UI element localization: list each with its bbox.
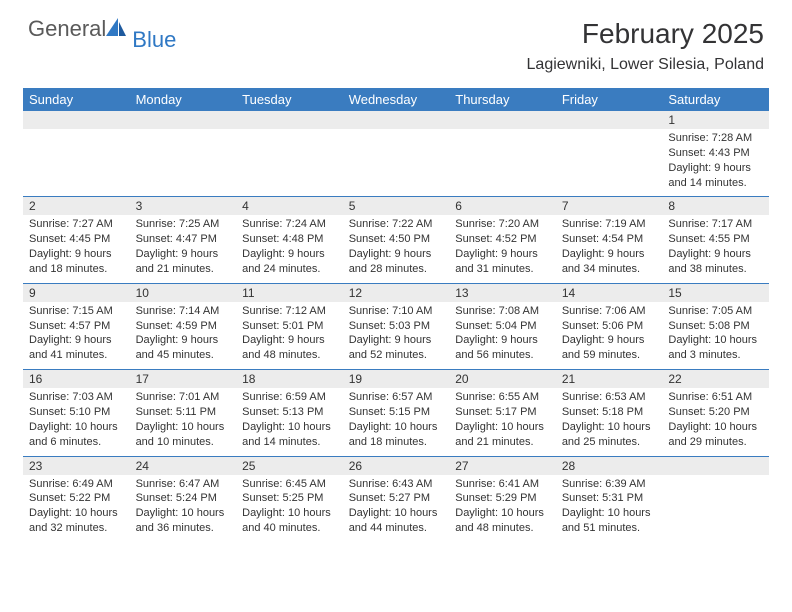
day-number: 26 bbox=[343, 456, 450, 475]
logo: General Blue bbox=[28, 18, 178, 40]
logo-sail-icon bbox=[104, 16, 128, 38]
week-nums: 16 17 18 19 20 21 22 bbox=[23, 370, 769, 389]
day-number: 7 bbox=[556, 197, 663, 216]
day-cell: Sunrise: 6:43 AMSunset: 5:27 PMDaylight:… bbox=[343, 475, 450, 542]
day-number bbox=[130, 111, 237, 129]
day-cell bbox=[236, 129, 343, 197]
day-cell: Sunrise: 7:14 AMSunset: 4:59 PMDaylight:… bbox=[130, 302, 237, 370]
day-header: Saturday bbox=[662, 88, 769, 111]
day-cell: Sunrise: 7:20 AMSunset: 4:52 PMDaylight:… bbox=[449, 215, 556, 283]
day-cell: Sunrise: 6:53 AMSunset: 5:18 PMDaylight:… bbox=[556, 388, 663, 456]
week-nums: 23 24 25 26 27 28 bbox=[23, 456, 769, 475]
day-header: Tuesday bbox=[236, 88, 343, 111]
day-cell bbox=[662, 475, 769, 542]
day-number: 1 bbox=[662, 111, 769, 129]
day-number: 8 bbox=[662, 197, 769, 216]
day-number: 3 bbox=[130, 197, 237, 216]
day-cell: Sunrise: 6:45 AMSunset: 5:25 PMDaylight:… bbox=[236, 475, 343, 542]
day-cell: Sunrise: 7:01 AMSunset: 5:11 PMDaylight:… bbox=[130, 388, 237, 456]
week-cells: Sunrise: 7:27 AMSunset: 4:45 PMDaylight:… bbox=[23, 215, 769, 283]
day-cell: Sunrise: 7:08 AMSunset: 5:04 PMDaylight:… bbox=[449, 302, 556, 370]
day-header: Sunday bbox=[23, 88, 130, 111]
day-cell: Sunrise: 6:49 AMSunset: 5:22 PMDaylight:… bbox=[23, 475, 130, 542]
week-cells: Sunrise: 6:49 AMSunset: 5:22 PMDaylight:… bbox=[23, 475, 769, 542]
day-number: 14 bbox=[556, 283, 663, 302]
day-number: 27 bbox=[449, 456, 556, 475]
day-number bbox=[23, 111, 130, 129]
day-number: 23 bbox=[23, 456, 130, 475]
day-cell: Sunrise: 7:03 AMSunset: 5:10 PMDaylight:… bbox=[23, 388, 130, 456]
day-header: Monday bbox=[130, 88, 237, 111]
day-cell: Sunrise: 7:24 AMSunset: 4:48 PMDaylight:… bbox=[236, 215, 343, 283]
day-number: 28 bbox=[556, 456, 663, 475]
day-number: 2 bbox=[23, 197, 130, 216]
day-number: 16 bbox=[23, 370, 130, 389]
day-number bbox=[662, 456, 769, 475]
header: General Blue February 2025 Lagiewniki, L… bbox=[0, 0, 792, 82]
day-cell: Sunrise: 6:47 AMSunset: 5:24 PMDaylight:… bbox=[130, 475, 237, 542]
day-number: 15 bbox=[662, 283, 769, 302]
day-cell bbox=[23, 129, 130, 197]
day-cell: Sunrise: 7:25 AMSunset: 4:47 PMDaylight:… bbox=[130, 215, 237, 283]
week-nums: 9 10 11 12 13 14 15 bbox=[23, 283, 769, 302]
day-number: 21 bbox=[556, 370, 663, 389]
day-number bbox=[236, 111, 343, 129]
day-header: Wednesday bbox=[343, 88, 450, 111]
day-cell: Sunrise: 7:27 AMSunset: 4:45 PMDaylight:… bbox=[23, 215, 130, 283]
day-cell: Sunrise: 6:41 AMSunset: 5:29 PMDaylight:… bbox=[449, 475, 556, 542]
day-number: 11 bbox=[236, 283, 343, 302]
day-cell: Sunrise: 6:57 AMSunset: 5:15 PMDaylight:… bbox=[343, 388, 450, 456]
week-nums: 2 3 4 5 6 7 8 bbox=[23, 197, 769, 216]
day-number: 6 bbox=[449, 197, 556, 216]
day-cell: Sunrise: 7:06 AMSunset: 5:06 PMDaylight:… bbox=[556, 302, 663, 370]
day-number bbox=[449, 111, 556, 129]
day-header: Thursday bbox=[449, 88, 556, 111]
day-cell: Sunrise: 7:22 AMSunset: 4:50 PMDaylight:… bbox=[343, 215, 450, 283]
day-cell bbox=[130, 129, 237, 197]
day-cell: Sunrise: 6:39 AMSunset: 5:31 PMDaylight:… bbox=[556, 475, 663, 542]
day-cell: Sunrise: 6:55 AMSunset: 5:17 PMDaylight:… bbox=[449, 388, 556, 456]
day-number: 20 bbox=[449, 370, 556, 389]
day-number: 22 bbox=[662, 370, 769, 389]
day-number: 19 bbox=[343, 370, 450, 389]
location-subtitle: Lagiewniki, Lower Silesia, Poland bbox=[527, 56, 764, 74]
week-cells: Sunrise: 7:28 AMSunset: 4:43 PMDaylight:… bbox=[23, 129, 769, 197]
day-number: 4 bbox=[236, 197, 343, 216]
page-title: February 2025 bbox=[527, 18, 764, 50]
logo-text-blue: Blue bbox=[132, 29, 176, 51]
day-header: Friday bbox=[556, 88, 663, 111]
day-cell: Sunrise: 6:59 AMSunset: 5:13 PMDaylight:… bbox=[236, 388, 343, 456]
day-number: 10 bbox=[130, 283, 237, 302]
week-nums: 1 bbox=[23, 111, 769, 129]
title-area: February 2025 Lagiewniki, Lower Silesia,… bbox=[527, 18, 764, 74]
calendar-table: Sunday Monday Tuesday Wednesday Thursday… bbox=[23, 88, 769, 542]
day-cell: Sunrise: 7:05 AMSunset: 5:08 PMDaylight:… bbox=[662, 302, 769, 370]
week-cells: Sunrise: 7:03 AMSunset: 5:10 PMDaylight:… bbox=[23, 388, 769, 456]
day-cell: Sunrise: 7:17 AMSunset: 4:55 PMDaylight:… bbox=[662, 215, 769, 283]
day-number: 5 bbox=[343, 197, 450, 216]
day-number: 24 bbox=[130, 456, 237, 475]
day-cell: Sunrise: 7:19 AMSunset: 4:54 PMDaylight:… bbox=[556, 215, 663, 283]
day-number bbox=[556, 111, 663, 129]
day-number: 17 bbox=[130, 370, 237, 389]
day-cell bbox=[556, 129, 663, 197]
day-number: 9 bbox=[23, 283, 130, 302]
day-cell: Sunrise: 7:28 AMSunset: 4:43 PMDaylight:… bbox=[662, 129, 769, 197]
logo-text-general: General bbox=[28, 18, 106, 40]
day-number: 12 bbox=[343, 283, 450, 302]
day-number bbox=[343, 111, 450, 129]
day-number: 25 bbox=[236, 456, 343, 475]
day-number: 18 bbox=[236, 370, 343, 389]
day-cell: Sunrise: 7:12 AMSunset: 5:01 PMDaylight:… bbox=[236, 302, 343, 370]
day-cell: Sunrise: 7:10 AMSunset: 5:03 PMDaylight:… bbox=[343, 302, 450, 370]
day-cell bbox=[449, 129, 556, 197]
day-header-row: Sunday Monday Tuesday Wednesday Thursday… bbox=[23, 88, 769, 111]
day-cell: Sunrise: 6:51 AMSunset: 5:20 PMDaylight:… bbox=[662, 388, 769, 456]
week-cells: Sunrise: 7:15 AMSunset: 4:57 PMDaylight:… bbox=[23, 302, 769, 370]
day-number: 13 bbox=[449, 283, 556, 302]
day-cell: Sunrise: 7:15 AMSunset: 4:57 PMDaylight:… bbox=[23, 302, 130, 370]
day-cell bbox=[343, 129, 450, 197]
